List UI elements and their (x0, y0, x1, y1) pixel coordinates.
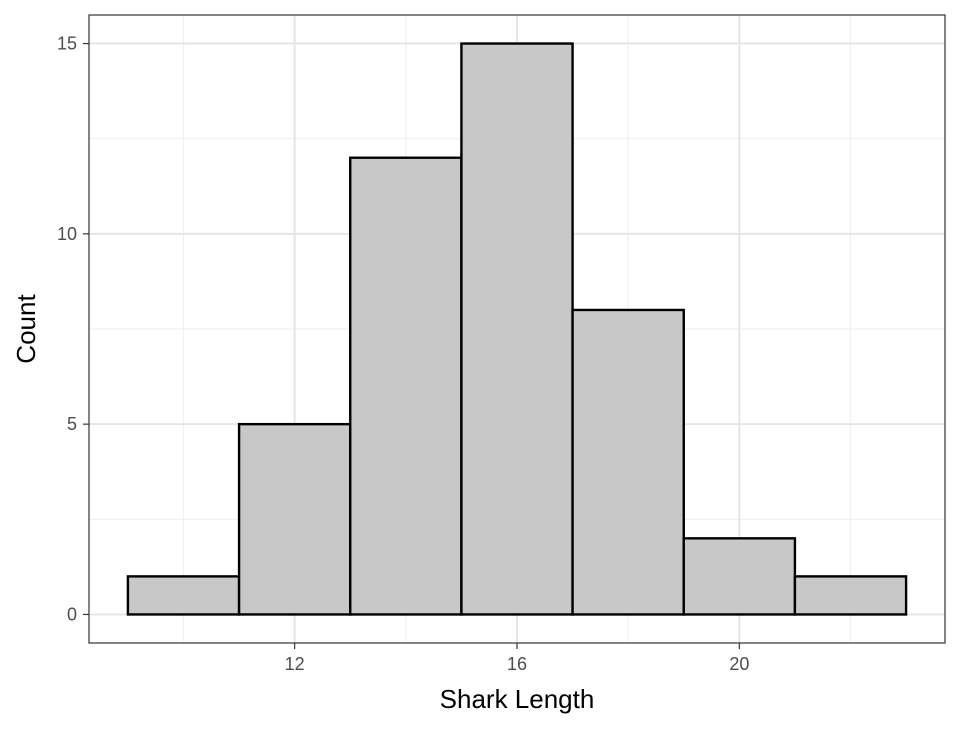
x-tick-label: 16 (507, 654, 527, 674)
histogram-bar (682, 537, 797, 616)
x-tick-label: 12 (285, 654, 305, 674)
histogram-bar (126, 575, 241, 616)
x-axis-title: Shark Length (440, 684, 595, 714)
y-axis-ticks: 0 5 10 15 (57, 34, 89, 624)
histogram-bars (126, 42, 908, 616)
histogram-bar (237, 422, 352, 616)
y-tick-label: 10 (57, 224, 77, 244)
y-tick-label: 5 (67, 414, 77, 434)
x-axis-ticks: 12 16 20 (285, 643, 749, 674)
histogram-bar (793, 575, 908, 616)
x-tick-label: 20 (729, 654, 749, 674)
y-tick-label: 0 (67, 604, 77, 624)
histogram-bar (349, 156, 463, 616)
y-tick-label: 15 (57, 34, 77, 54)
histogram-bar (460, 42, 574, 616)
y-axis-title: Count (11, 294, 41, 364)
histogram-bar (571, 308, 685, 616)
